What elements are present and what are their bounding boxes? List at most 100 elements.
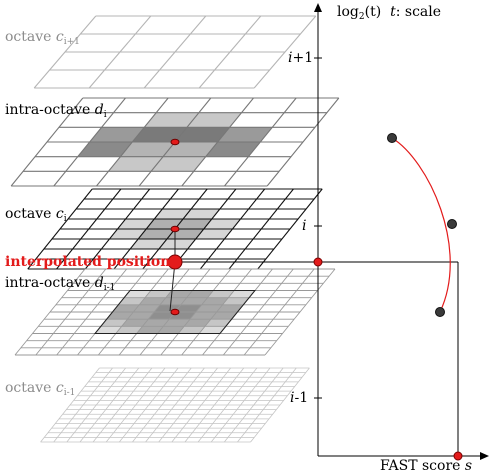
x-axis-label: FAST score s	[380, 458, 473, 474]
grid-line	[250, 367, 310, 443]
layer-octave-mid	[27, 188, 323, 270]
label-intra-top: intra-octave di	[5, 102, 107, 120]
layer-cell	[184, 319, 211, 327]
grid-line	[237, 367, 297, 443]
pyramid-layers	[10, 15, 340, 443]
layer-cell	[112, 304, 140, 312]
keypoint-marker	[170, 138, 180, 146]
keypoint-marker	[170, 225, 180, 233]
connector-lower	[169, 261, 176, 312]
grid-line	[184, 367, 245, 443]
tick-label-upper: i+1	[288, 50, 314, 66]
grid-line	[264, 268, 336, 356]
layer-intra-top	[10, 97, 340, 187]
layer-cell	[100, 319, 128, 327]
layer-cell	[199, 326, 226, 334]
label-octave-mid: octave ci	[5, 206, 67, 224]
layer-cell	[148, 312, 175, 320]
label-octave-low: octave ci-1	[5, 380, 76, 398]
layer-cell	[142, 319, 170, 327]
layer-cell	[124, 290, 151, 298]
layer-cell	[158, 239, 196, 249]
keypoint-marker	[170, 308, 180, 316]
layer-cell	[205, 142, 261, 157]
layer-cell	[203, 219, 241, 229]
layer-cell	[163, 142, 218, 157]
layer-cell	[77, 142, 133, 157]
tick-label-lower: i-1	[290, 390, 309, 406]
layer-cell	[117, 219, 155, 229]
layer-cell	[133, 304, 160, 312]
layer-cell	[183, 209, 220, 219]
layer-intra-low	[14, 268, 336, 356]
grid-line	[171, 367, 231, 443]
grid-line	[253, 15, 317, 89]
layer-cell	[190, 312, 217, 320]
layer-cell	[175, 304, 202, 312]
sample-point-top	[387, 133, 397, 143]
grid-line	[224, 367, 284, 443]
sample-point-low	[435, 307, 445, 317]
layer-cell	[195, 304, 223, 312]
layer-cell	[186, 112, 242, 128]
layer-cell	[115, 326, 143, 334]
label-intra-low: intra-octave di-1	[5, 275, 116, 293]
grid-line	[199, 188, 266, 270]
layer-cell	[210, 312, 238, 320]
layer-cell	[139, 297, 166, 305]
grid-line	[171, 188, 237, 270]
layer-cell	[138, 229, 175, 239]
neighborhood-outline	[93, 290, 257, 334]
layer-cell	[222, 297, 250, 305]
layer-cell	[89, 127, 145, 142]
layer-cell	[178, 326, 205, 334]
layer-cell	[127, 312, 155, 320]
layer-cell	[145, 290, 172, 298]
layer-cell	[136, 326, 164, 334]
layer-cell	[205, 319, 232, 327]
layer-cell	[195, 229, 233, 239]
x-axis-arrow	[480, 452, 489, 460]
layer-cell	[109, 229, 147, 239]
grid-line	[228, 188, 294, 270]
layer-cell	[144, 112, 199, 128]
layer-cell	[217, 127, 273, 142]
layer-cell	[160, 297, 187, 305]
grid-line	[257, 188, 323, 270]
layer-cell	[154, 209, 192, 219]
grid-line	[198, 15, 262, 89]
interpolated-scale-point	[313, 257, 323, 267]
layer-cell	[108, 156, 164, 172]
layer-cell	[201, 297, 229, 305]
score-parabola	[391, 137, 451, 313]
layer-cell	[130, 239, 167, 249]
layer-cell	[132, 127, 187, 142]
label-octave-top: octave ci+1	[5, 29, 80, 47]
y-axis-label: log2(t) t: scale	[337, 4, 442, 22]
layer-cell	[118, 297, 145, 305]
layer-cell	[175, 127, 230, 142]
layer-cell	[207, 290, 235, 298]
layer-cell	[163, 319, 190, 327]
grid-line	[158, 367, 218, 443]
sample-point-mid	[447, 219, 457, 229]
interpolated-position-point	[167, 254, 183, 270]
grid-line	[197, 367, 258, 443]
layer-cell	[106, 312, 134, 320]
layer-cell	[180, 297, 208, 305]
layer-cell	[120, 142, 175, 157]
layer-cell	[175, 219, 212, 229]
y-axis-arrow	[314, 3, 322, 12]
layer-octave-low	[40, 367, 310, 443]
layer-cell	[186, 290, 214, 298]
grid-line	[210, 367, 271, 443]
layer-cell	[151, 156, 206, 172]
layer-cell	[157, 326, 185, 334]
layer-cell	[228, 290, 255, 298]
grid-line	[266, 97, 340, 187]
layer-cell	[95, 326, 122, 334]
layer-octave-top	[33, 15, 317, 89]
interpolated-score-point	[453, 451, 463, 461]
